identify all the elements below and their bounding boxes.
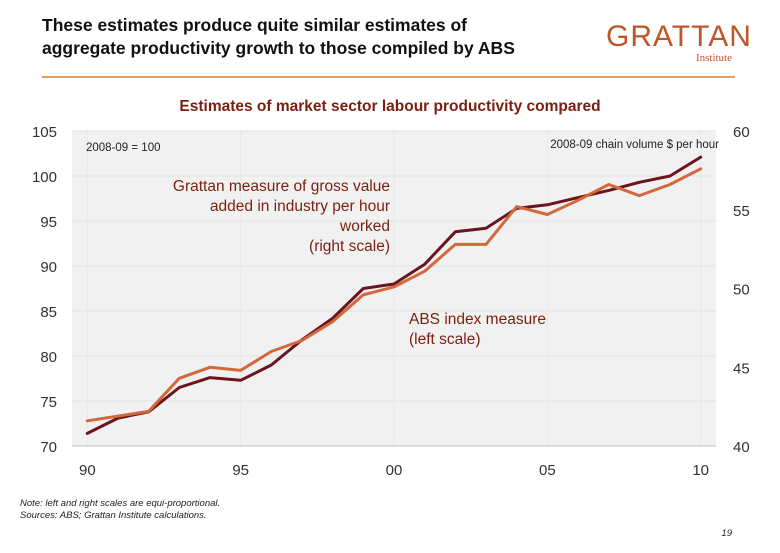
x-axis-tick-label: 90 [79,462,96,479]
left-axis-tick-label: 100 [32,169,57,186]
right-axis-tick-label: 55 [733,203,750,220]
x-axis-tick-label: 95 [232,462,249,479]
footnote: Note: left and right scales are equi-pro… [20,498,220,522]
logo-wordmark: GRATTAN [606,20,752,53]
grattan-annotation-line: (right scale) [309,238,390,255]
abs-annotation-line: (left scale) [409,331,481,348]
left-axis-tick-label: 105 [32,124,57,141]
left-axis-tick-label: 80 [40,349,57,366]
header-divider [42,76,735,78]
left-axis-tick-label: 70 [40,439,57,456]
gridlines [72,130,716,447]
abs-series-annotation: ABS index measure (left scale) [409,311,546,348]
grattan-series-line [85,167,703,423]
x-axis-ticks: 90 95 00 05 10 [79,462,709,479]
grattan-annotation-line: added in industry per hour [210,198,390,215]
left-axis-tick-label: 90 [40,259,57,276]
right-axis-tick-label: 60 [733,124,750,141]
slide-headline: These estimates produce quite similar es… [42,14,602,60]
x-axis-tick-label: 00 [386,462,403,479]
series-lines [85,155,703,435]
right-axis-unit-label: 2008-09 chain volume $ per hour [550,139,719,151]
headline-line-1: These estimates produce quite similar es… [42,15,468,35]
abs-annotation-line: ABS index measure [409,311,546,328]
right-axis-tick-label: 45 [733,360,750,377]
right-axis-tick-label: 40 [733,439,750,456]
left-axis-unit-label: 2008-09 = 100 [86,142,161,154]
abs-series-line [85,155,703,435]
grattan-series-annotation: Grattan measure of gross value added in i… [173,178,390,255]
x-axis-tick-label: 05 [539,462,556,479]
grattan-annotation-line: worked [339,218,390,235]
grattan-logo: GRATTAN Institute [606,20,752,65]
left-axis-ticks: 70 75 80 85 90 95 100 105 [32,124,57,456]
left-axis-tick-label: 85 [40,304,57,321]
grattan-annotation-line: Grattan measure of gross value [173,178,390,195]
page-number: 19 [721,528,732,539]
left-axis-tick-label: 95 [40,214,57,231]
x-axis-tick-label: 10 [692,462,709,479]
footnote-line-1: Note: left and right scales are equi-pro… [20,498,221,509]
chart-title: Estimates of market sector labour produc… [179,98,601,115]
footnote-line-2: Sources: ABS; Grattan Institute calculat… [20,510,207,521]
logo-subtitle: Institute [695,52,732,64]
right-axis-ticks: 40 45 50 55 60 [733,124,750,456]
headline-line-2: aggregate productivity growth to those c… [42,38,515,58]
left-axis-tick-label: 75 [40,394,57,411]
right-axis-tick-label: 50 [733,282,750,299]
